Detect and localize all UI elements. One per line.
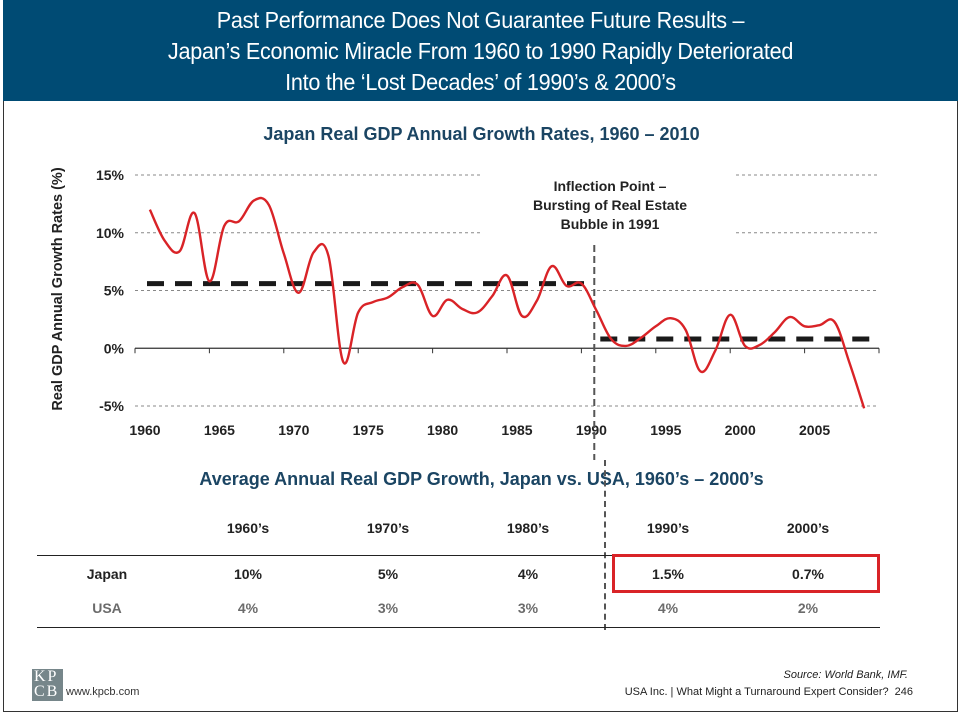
table-bottom-rule	[37, 627, 880, 628]
source-note: Source: World Bank, IMF.	[783, 669, 908, 681]
x-tick-label: 1960	[129, 422, 160, 438]
col-header-1960s: 1960’s	[226, 520, 270, 536]
kpcb-logo: KP CB	[32, 669, 63, 701]
inflection-divider-table	[604, 460, 606, 630]
annotation-line-2: Bursting of Real Estate	[532, 197, 688, 213]
annotation-line-3: Bubble in 1991	[560, 216, 660, 232]
series-japan	[148, 196, 866, 409]
logo-top-letters: KP	[34, 668, 59, 685]
x-tick-label: 1980	[427, 422, 458, 438]
deck-title: USA Inc. | What Might a Turnaround Exper…	[624, 686, 889, 698]
col-header-1970s: 1970’s	[366, 520, 410, 536]
y-tick-label: 5%	[104, 283, 125, 299]
japan-2000s: 0.7%	[792, 566, 824, 582]
usa-1960s: 4%	[237, 600, 259, 616]
website-link[interactable]: www.kpcb.com	[66, 686, 140, 698]
table-title: Average Annual Real GDP Growth, Japan vs…	[199, 469, 764, 489]
x-tick-label: 1970	[278, 422, 309, 438]
page-number: 246	[894, 686, 913, 698]
japan-1970s: 5%	[377, 566, 399, 582]
header-title-line-1: Past Performance Does Not Guarantee Futu…	[216, 7, 745, 33]
slide-header: Past Performance Does Not Guarantee Futu…	[3, 0, 958, 101]
y-tick-label: -5%	[99, 398, 124, 414]
header-title-line-2: Japan’s Economic Miracle From 1960 to 19…	[167, 38, 794, 64]
logo-bottom-letters: CB	[34, 683, 60, 700]
gridlines	[135, 174, 879, 407]
x-axis: 1960 1965 1970 1975 1980 1985 1990 1995 2000 2005	[129, 347, 880, 438]
row-label-usa: USA	[92, 600, 122, 616]
annotation-line-1: Inflection Point –	[553, 178, 667, 194]
header-title-line-3: Into the ‘Lost Decades’ of 1990’s & 2000…	[285, 69, 676, 95]
x-tick-label: 2000	[725, 422, 756, 438]
usa-1970s: 3%	[377, 600, 399, 616]
y-tick-label: 0%	[104, 340, 125, 356]
footer-deck-title: USA Inc. | What Might a Turnaround Exper…	[625, 686, 913, 698]
gdp-line-chart: 15%10%5%0%-5% 1960 1965 1970 1975 1980 1985 19…	[96, 167, 880, 460]
usa-1990s: 4%	[657, 600, 679, 616]
x-tick-label: 1990	[576, 422, 607, 438]
chart-title: Japan Real GDP Annual Growth Rates, 1960…	[263, 124, 700, 144]
y-axis-ticks: 15% 10% 5% 0% -5%	[96, 167, 125, 414]
japan-1980s: 4%	[517, 566, 539, 582]
slide-frame	[3, 0, 958, 712]
x-tick-label: 1975	[353, 422, 384, 438]
average-lines	[147, 245, 873, 460]
japan-1990s: 1.5%	[652, 566, 684, 582]
inflection-annotation: Inflection Point – Bursting of Real Esta…	[510, 177, 710, 234]
col-header-1990s: 1990’s	[646, 520, 690, 536]
col-header-1980s: 1980’s	[506, 520, 550, 536]
row-label-japan: Japan	[86, 566, 128, 582]
col-header-2000s: 2000’s	[786, 520, 830, 536]
x-tick-label: 1985	[501, 422, 532, 438]
table-top-rule	[37, 555, 880, 556]
usa-2000s: 2%	[797, 600, 819, 616]
lost-decades-highlight-box	[612, 554, 880, 593]
y-tick-label: 10%	[96, 225, 125, 241]
x-tick-label: 1995	[650, 422, 681, 438]
japan-gdp-line	[148, 196, 866, 409]
x-tick-label: 1965	[204, 422, 235, 438]
japan-1960s: 10%	[233, 566, 263, 582]
x-tick-label: 2005	[799, 422, 830, 438]
y-tick-label: 15%	[96, 167, 125, 183]
usa-1980s: 3%	[517, 600, 539, 616]
